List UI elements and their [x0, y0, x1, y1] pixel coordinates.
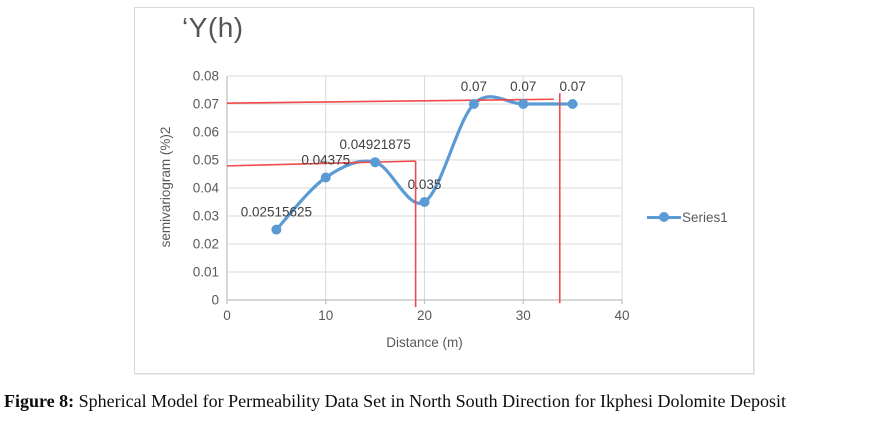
series1-marker [518, 99, 529, 109]
data-label: 0.02515625 [241, 205, 312, 220]
y-tick-label: 0.02 [193, 237, 219, 252]
y-axis-title: semivariogram (%)2 [158, 126, 173, 248]
figure-caption: Figure 8: Spherical Model for Permeabili… [4, 391, 889, 412]
y-tick-label: 0.04 [193, 181, 220, 196]
figure-caption-prefix: Figure 8: [4, 391, 75, 411]
model-line-segment [226, 160, 416, 167]
y-tick-label: 0.01 [193, 265, 219, 280]
series1-marker [370, 157, 381, 168]
y-tick-label: 0.08 [193, 69, 219, 84]
x-axis-title: Distance (m) [386, 335, 463, 350]
legend-label: Series1 [682, 209, 728, 225]
series1-marker [271, 224, 282, 235]
series1-marker [468, 99, 479, 109]
figure-caption-text: Spherical Model for Permeability Data Se… [74, 391, 787, 411]
data-label: 0.04375 [301, 153, 350, 168]
series1-marker [320, 172, 331, 183]
x-tick-label: 20 [417, 308, 432, 323]
data-label: 0.07 [559, 79, 585, 94]
legend: Series1 [647, 208, 728, 226]
data-label: 0.07 [461, 79, 487, 94]
y-tick-label: 0 [211, 293, 219, 308]
y-tick-label: 0.03 [193, 209, 219, 224]
data-label: 0.035 [408, 177, 442, 192]
plot-area: 0 10 20 30 40 0 0.01 0.02 0.03 0.04 0.05 0.06 0.07 0.… [193, 69, 630, 324]
model-line-segment [226, 98, 554, 104]
chart-frame[interactable]: 0 10 20 30 40 0 0.01 0.02 0.03 0.04 0.05 0.06 0.07 0.… [134, 7, 754, 374]
x-tick-label: 30 [516, 308, 531, 323]
series1-marker [567, 99, 578, 109]
y-tick-label: 0.06 [193, 125, 219, 140]
data-label: 0.07 [510, 79, 536, 94]
data-label: 0.04921875 [339, 137, 410, 152]
x-tick-label: 40 [614, 308, 629, 323]
y-tick-label: 0.05 [193, 153, 219, 168]
x-tick-label: 0 [223, 308, 231, 323]
y-tick-label: 0.07 [193, 97, 219, 112]
x-tick-label: 10 [318, 308, 333, 323]
chart-title: ‘Y(h) [182, 12, 244, 43]
legend-dot-swatch [659, 212, 669, 222]
legend-series-marker-icon [647, 208, 681, 226]
series1-marker [419, 197, 430, 207]
